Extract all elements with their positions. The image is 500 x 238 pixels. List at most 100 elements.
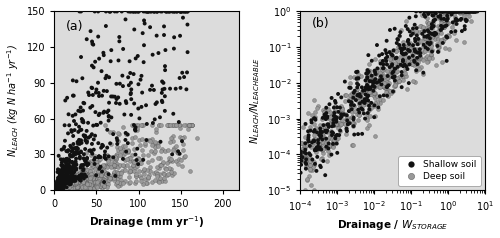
Point [340,113,348,116]
Point [336,114,344,118]
Point [68,185,76,189]
Point [94,155,102,159]
Point [448,13,456,16]
Point [77,187,85,190]
Point [366,79,374,83]
Point [103,180,111,183]
Point [102,171,110,174]
Point [355,113,363,117]
Point [300,147,308,151]
Point [423,20,431,24]
Point [50,188,58,192]
Point [131,159,139,163]
Point [314,140,322,144]
Point [58,185,66,189]
Point [57,185,65,188]
Point [358,85,366,89]
Point [348,106,356,109]
Point [413,34,421,37]
Point [393,76,401,79]
Point [58,169,66,173]
Point [468,10,476,13]
Point [314,104,322,108]
Point [142,10,150,13]
Point [58,186,66,189]
Point [422,56,430,60]
Point [64,163,72,167]
Point [58,174,66,178]
Point [330,137,338,141]
Point [300,155,308,159]
Point [72,168,80,171]
Y-axis label: $N_{LEACH}$ (kg N ha$^{-1}$ yr$^{-1}$): $N_{LEACH}$ (kg N ha$^{-1}$ yr$^{-1}$) [6,44,22,157]
Point [384,84,392,88]
Point [76,155,84,159]
Point [58,188,66,191]
Point [67,178,75,182]
Point [168,123,175,126]
Point [316,136,324,139]
Point [138,31,146,35]
Point [53,187,61,191]
Point [139,153,147,157]
Point [78,117,86,121]
Point [116,163,124,167]
Point [425,48,433,52]
Point [82,173,90,177]
Point [58,174,66,178]
Point [78,176,86,179]
Point [348,115,356,119]
Point [67,170,75,174]
Point [407,46,415,50]
Point [58,185,66,189]
Point [56,185,64,188]
Point [54,187,62,191]
Point [106,10,114,13]
Point [86,29,94,33]
Point [70,185,78,188]
Point [54,186,62,190]
Point [59,183,67,187]
Point [376,75,384,79]
Point [62,178,70,182]
Point [52,188,60,192]
Point [64,180,72,184]
Point [440,25,448,29]
Point [175,157,183,161]
Point [56,187,64,191]
Point [188,123,196,126]
Point [410,23,418,27]
Point [350,121,358,125]
Point [62,187,70,190]
Point [427,52,435,56]
Point [311,115,319,119]
Point [80,176,88,180]
Point [122,99,130,103]
Point [70,163,78,167]
Point [409,43,417,47]
Point [63,181,71,185]
Point [126,171,134,174]
Point [412,69,420,73]
Point [438,10,446,13]
Point [54,184,62,188]
Point [436,10,444,13]
Point [56,185,64,189]
Point [464,10,471,13]
Point [164,123,172,126]
Point [70,163,78,166]
Point [136,161,144,164]
Point [132,174,140,178]
Point [58,170,66,174]
Point [86,177,94,181]
Point [162,10,170,13]
Point [445,10,453,13]
Point [168,148,176,152]
Point [345,109,353,113]
Point [297,152,305,156]
Point [60,175,68,178]
Point [427,10,435,13]
Point [418,29,426,33]
Point [146,165,154,169]
Point [399,64,407,68]
